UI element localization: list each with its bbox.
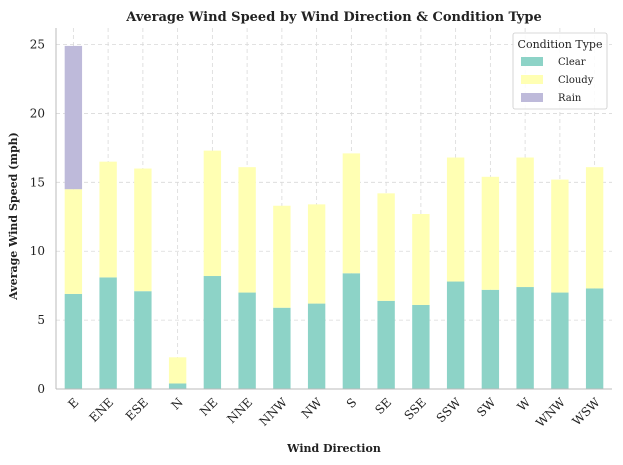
- legend-label-cloudy: Cloudy: [558, 75, 594, 86]
- bar-cloudy-nw: [307, 204, 326, 304]
- x-tick-label: WSW: [570, 395, 604, 429]
- legend-swatch-rain: [521, 93, 543, 102]
- legend-label-rain: Rain: [558, 93, 582, 104]
- x-tick-label: SSE: [401, 395, 429, 423]
- bar-cloudy-ese: [134, 168, 152, 292]
- x-tick-label: NW: [299, 395, 326, 422]
- x-tick-label: N: [168, 395, 185, 412]
- x-tick-label: SE: [372, 395, 394, 417]
- x-tick-labels: E ENE ESE N NE NNE NNW NW S SE SSE SSW SW W WNW WSW: [65, 395, 603, 430]
- bar-cloudy-n: [168, 357, 187, 384]
- bar-rain-e: [64, 45, 83, 190]
- y-tick-label: 20: [30, 106, 45, 120]
- bar-clear-nne: [238, 292, 256, 389]
- y-axis-label: Average Wind Speed (mph): [7, 132, 20, 301]
- chart-title: Average Wind Speed by Wind Direction & C…: [125, 10, 541, 25]
- y-tick-label: 0: [37, 382, 45, 396]
- bar-cloudy-e: [64, 189, 83, 294]
- bar-cloudy-sse: [412, 214, 430, 305]
- bar-clear-nnw: [273, 307, 291, 389]
- bar-clear-sw: [481, 289, 500, 389]
- legend: Condition Type Clear Cloudy Rain: [512, 32, 608, 110]
- legend-label-clear: Clear: [558, 57, 586, 68]
- bar-cloudy-w: [516, 157, 534, 288]
- x-tick-label: W: [515, 395, 534, 414]
- bar-clear-nw: [307, 303, 326, 389]
- bars: [64, 45, 604, 389]
- legend-title: Condition Type: [518, 38, 603, 51]
- bar-clear-wnw: [551, 292, 569, 389]
- bar-clear-ene: [99, 277, 117, 389]
- x-tick-label: SSW: [434, 395, 465, 426]
- bar-cloudy-nne: [238, 167, 256, 293]
- x-tick-label: ESE: [123, 395, 151, 423]
- bar-cloudy-sw: [481, 176, 500, 290]
- y-tick-label: 15: [30, 175, 45, 189]
- bar-clear-se: [377, 300, 395, 389]
- bar-clear-e: [64, 293, 83, 389]
- bar-clear-ne: [203, 276, 222, 389]
- bar-cloudy-se: [377, 193, 395, 301]
- bar-cloudy-s: [342, 153, 361, 274]
- y-tick-label: 5: [37, 313, 45, 327]
- bar-cloudy-wsw: [585, 167, 604, 289]
- bar-clear-n: [168, 383, 187, 389]
- bar-clear-s: [342, 273, 361, 389]
- x-tick-label: SW: [474, 395, 499, 420]
- bar-clear-sse: [412, 304, 430, 389]
- y-tick-label: 25: [30, 38, 45, 52]
- x-tick-label: E: [65, 395, 81, 411]
- y-tick-labels: 0 5 10 15 20 25: [30, 38, 45, 396]
- legend-items: Clear Cloudy Rain: [521, 57, 594, 104]
- bar-cloudy-ssw: [446, 157, 465, 282]
- x-axis-label: Wind Direction: [286, 442, 381, 455]
- x-tick-label: NNW: [257, 395, 291, 429]
- legend-swatch-clear: [521, 57, 543, 66]
- y-tick-label: 10: [30, 244, 45, 258]
- bar-cloudy-wnw: [551, 179, 569, 293]
- bar-clear-w: [516, 287, 534, 389]
- x-tick-label: S: [344, 395, 360, 411]
- legend-swatch-cloudy: [521, 75, 543, 84]
- bar-cloudy-nnw: [273, 205, 291, 308]
- bar-clear-ssw: [446, 281, 465, 389]
- x-tick-label: ENE: [87, 395, 117, 425]
- x-tick-label: NNE: [224, 395, 255, 426]
- bar-clear-ese: [134, 291, 152, 389]
- legend-frame: [512, 32, 608, 110]
- x-tick-label: WNW: [533, 395, 568, 430]
- bar-clear-wsw: [585, 288, 604, 389]
- x-tick-label: NE: [197, 395, 221, 419]
- bar-cloudy-ne: [203, 150, 222, 277]
- bar-cloudy-ene: [99, 161, 117, 278]
